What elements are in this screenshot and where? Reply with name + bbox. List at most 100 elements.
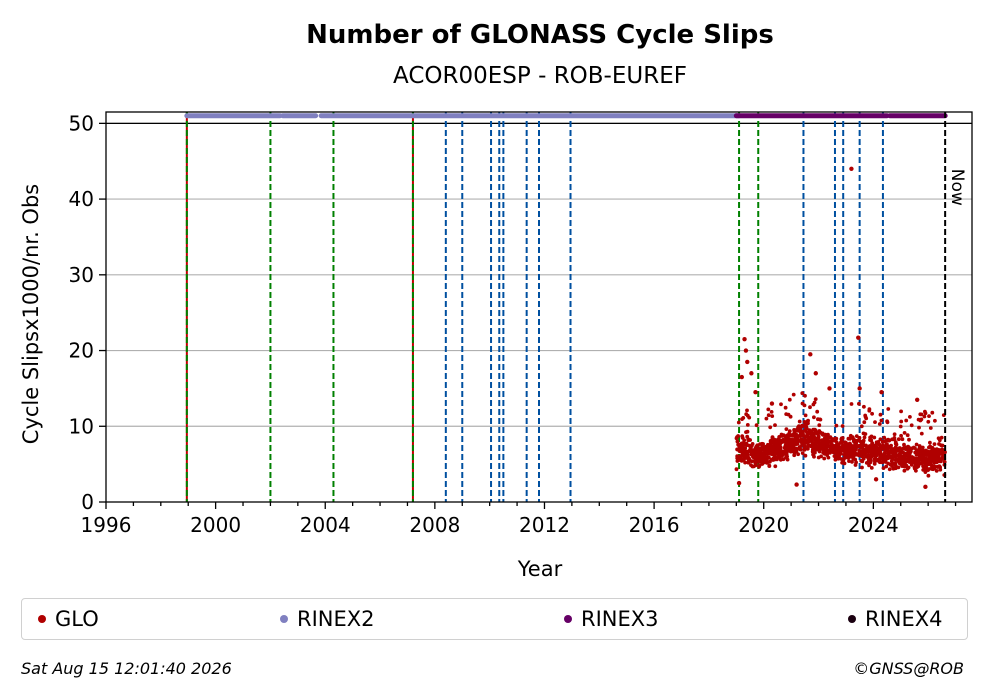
- glo-point: [797, 446, 802, 451]
- glo-point: [812, 400, 817, 405]
- legend-item-rinex2: RINEX2: [280, 606, 375, 632]
- glo-point: [861, 452, 865, 457]
- glo-point: [884, 438, 889, 443]
- glo-outlier-point: [873, 477, 879, 482]
- glo-point: [744, 430, 748, 434]
- glo-point: [813, 397, 818, 401]
- glo-point: [800, 438, 804, 443]
- glo-point: [813, 441, 818, 446]
- now-label: Now: [947, 169, 967, 206]
- glo-point: [740, 450, 745, 455]
- glo-point: [817, 449, 822, 454]
- glo-point: [734, 436, 739, 441]
- glo-point: [939, 459, 943, 464]
- glo-point: [897, 461, 902, 465]
- glo-point: [804, 424, 808, 429]
- glo-point: [810, 450, 815, 454]
- glo-point: [935, 449, 940, 454]
- x-tick-label-1996: 1996: [81, 513, 132, 537]
- glo-point: [753, 460, 758, 465]
- glo-outlier-point: [827, 386, 832, 391]
- glo-point: [757, 465, 761, 469]
- glo-point: [917, 425, 921, 430]
- glo-point: [862, 435, 867, 440]
- glo-point: [902, 431, 907, 435]
- glo-point: [872, 462, 877, 466]
- glo-point: [777, 447, 781, 452]
- glo-point: [835, 440, 839, 445]
- glo-point: [898, 452, 902, 457]
- glo-point: [915, 465, 919, 469]
- glo-point: [828, 435, 833, 440]
- glo-point: [897, 446, 902, 450]
- glo-point: [766, 407, 771, 412]
- glo-point: [842, 456, 847, 460]
- glo-point: [792, 439, 796, 444]
- glo-point: [844, 452, 849, 457]
- glo-point: [800, 451, 805, 455]
- glo-point: [862, 404, 866, 409]
- glo-point: [748, 438, 752, 442]
- glo-point: [904, 418, 909, 423]
- glo-point: [872, 443, 877, 448]
- glo-point: [932, 442, 937, 446]
- glo-point: [900, 437, 905, 442]
- glo-point: [824, 438, 829, 443]
- glo-point: [915, 456, 919, 461]
- glo-point: [743, 460, 747, 465]
- x-tick-label-2024: 2024: [848, 513, 899, 537]
- glo-point: [772, 437, 777, 442]
- legend-item-rinex4: RINEX4: [848, 606, 943, 632]
- glo-point: [801, 433, 806, 438]
- glo-point: [749, 463, 753, 467]
- glo-point: [747, 415, 752, 420]
- glo-point: [816, 437, 821, 442]
- glo-point: [864, 443, 868, 448]
- glo-point: [904, 464, 908, 469]
- glo-point: [792, 450, 796, 454]
- glo-point: [834, 423, 839, 428]
- glo-point: [864, 416, 869, 421]
- glo-point: [900, 454, 905, 459]
- glo-point: [843, 440, 848, 445]
- glo-point: [881, 466, 886, 470]
- glo-point: [883, 448, 888, 453]
- glo-point: [847, 446, 851, 450]
- glo-outlier-point: [857, 386, 862, 391]
- glo-point: [777, 442, 782, 447]
- chart-subtitle: ACOR00ESP - ROB-EUREF: [393, 63, 687, 89]
- legend-label-rinex3: RINEX3: [581, 607, 659, 631]
- glo-point: [930, 463, 934, 468]
- glo-point: [791, 442, 796, 447]
- glo-point: [746, 456, 751, 460]
- glo-point: [766, 413, 771, 418]
- glo-point: [852, 454, 856, 458]
- glo-point: [886, 461, 891, 466]
- glo-point: [779, 402, 783, 407]
- glo-point: [914, 452, 919, 457]
- glo-point: [910, 455, 914, 459]
- glo-point: [764, 416, 769, 421]
- glo-point: [860, 459, 865, 464]
- glo-point: [766, 460, 770, 464]
- glo-point: [902, 442, 906, 447]
- glo-point: [800, 423, 804, 428]
- x-tick-label-2020: 2020: [738, 513, 789, 537]
- glo-point: [754, 449, 759, 454]
- glo-outlier-point: [745, 359, 750, 365]
- glo-point: [745, 423, 750, 427]
- glo-point: [899, 419, 904, 424]
- legend: GLO RINEX2 RINEX3 RINEX4: [21, 598, 968, 640]
- glo-point: [926, 468, 930, 472]
- legend-marker-rinex4: [848, 615, 856, 623]
- glo-point: [863, 432, 868, 436]
- glo-point: [898, 424, 903, 429]
- glo-point: [899, 409, 903, 414]
- glo-point: [822, 456, 827, 461]
- glo-point: [902, 468, 907, 473]
- glo-point: [942, 460, 947, 464]
- glo-point: [854, 434, 859, 438]
- glo-point: [839, 451, 843, 456]
- glo-point: [906, 445, 911, 450]
- glo-outlier-point: [769, 401, 775, 406]
